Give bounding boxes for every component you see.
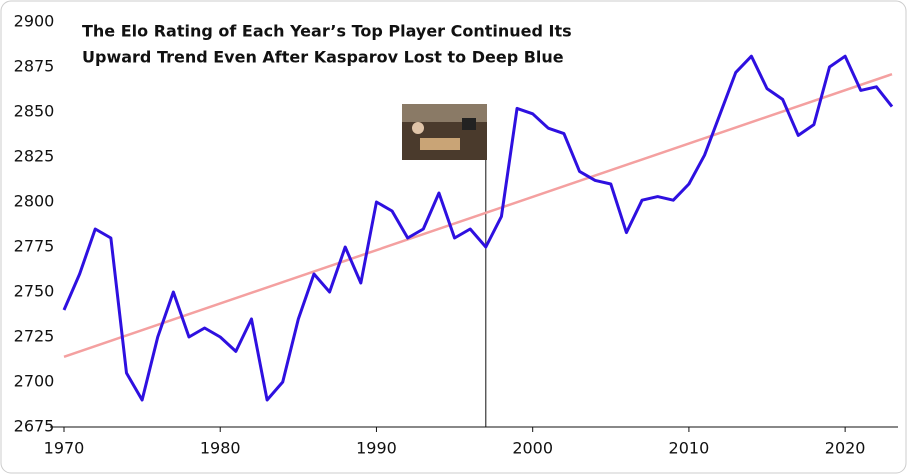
- y-tick-label: 2750: [14, 282, 55, 301]
- y-tick-label: 2700: [14, 372, 55, 391]
- y-tick-label: 2850: [14, 102, 55, 121]
- chart-title: Upward Trend Even After Kasparov Lost to…: [82, 48, 564, 67]
- y-tick-label: 2675: [14, 417, 55, 436]
- chart-title: The Elo Rating of Each Year’s Top Player…: [82, 22, 572, 41]
- x-tick-label: 1980: [200, 439, 241, 458]
- y-tick-label: 2725: [14, 327, 55, 346]
- x-tick-label: 1970: [44, 439, 85, 458]
- y-tick-label: 2900: [14, 12, 55, 31]
- x-tick-label: 1990: [356, 439, 397, 458]
- photo: [402, 104, 487, 160]
- y-tick-label: 2775: [14, 237, 55, 256]
- y-tick-label: 2800: [14, 192, 55, 211]
- trend-line: [63, 73, 893, 358]
- x-tick-label: 2010: [669, 439, 710, 458]
- y-tick-label: 2825: [14, 147, 55, 166]
- data-line: [62, 54, 894, 402]
- x-tick-label: 2000: [512, 439, 553, 458]
- y-tick-label: 2875: [14, 57, 55, 76]
- x-tick-label: 2020: [825, 439, 866, 458]
